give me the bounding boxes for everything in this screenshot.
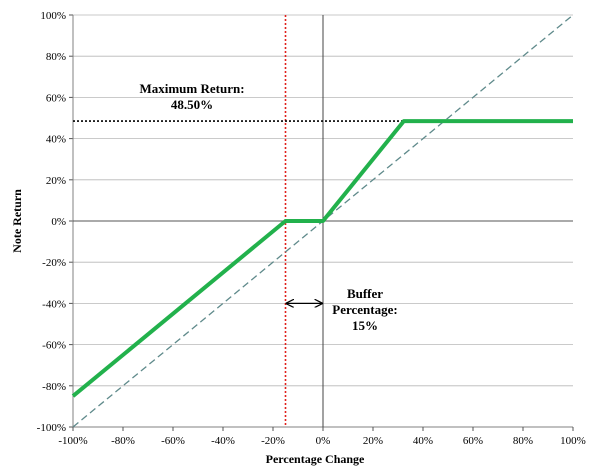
y-tick-label: 100%	[40, 10, 66, 22]
x-tick-label: -60%	[161, 435, 185, 447]
y-tick-label: 40%	[46, 134, 66, 146]
x-tick-label: -20%	[261, 435, 285, 447]
x-tick-label: 0%	[316, 435, 331, 447]
buffer-label-line1: Buffer	[347, 286, 383, 301]
y-tick-label: 60%	[46, 92, 66, 104]
y-tick-label: 80%	[46, 51, 66, 63]
x-tick-label: -40%	[211, 435, 235, 447]
max-return-value: 48.50%	[171, 97, 213, 112]
y-tick-label: -20%	[42, 257, 66, 269]
max-return-label: Maximum Return:	[139, 81, 244, 96]
x-tick-label: 40%	[413, 435, 433, 447]
buffer-value: 15%	[352, 318, 378, 333]
x-tick-label: -80%	[111, 435, 135, 447]
y-axis-title: Note Return	[10, 189, 24, 253]
x-tick-label: 60%	[463, 435, 483, 447]
x-axis-title: Percentage Change	[266, 452, 365, 466]
series-layer	[71, 14, 574, 428]
x-tick-labels: -100% -80% -60% -40% -20% 0% 20% 40% 60% 80% 100%	[58, 427, 586, 447]
y-tick-label: 0%	[51, 216, 66, 228]
x-tick-label: 100%	[560, 435, 586, 447]
y-tick-label: -60%	[42, 340, 66, 352]
x-tick-label: 80%	[513, 435, 533, 447]
series-line-note-return	[71, 119, 573, 398]
y-tick-labels: 100% 80% 60% 40% 20% 0% -20% -40% -60% -80% -100%	[37, 10, 66, 434]
x-tick-label: -100%	[58, 435, 87, 447]
x-tick-label: 20%	[363, 435, 383, 447]
y-tick-label: 20%	[46, 175, 66, 187]
y-tick-label: -100%	[37, 422, 66, 434]
y-tick-label: -80%	[42, 381, 66, 393]
y-tick-label: -40%	[42, 298, 66, 310]
buffer-label-line2: Percentage:	[332, 302, 397, 317]
